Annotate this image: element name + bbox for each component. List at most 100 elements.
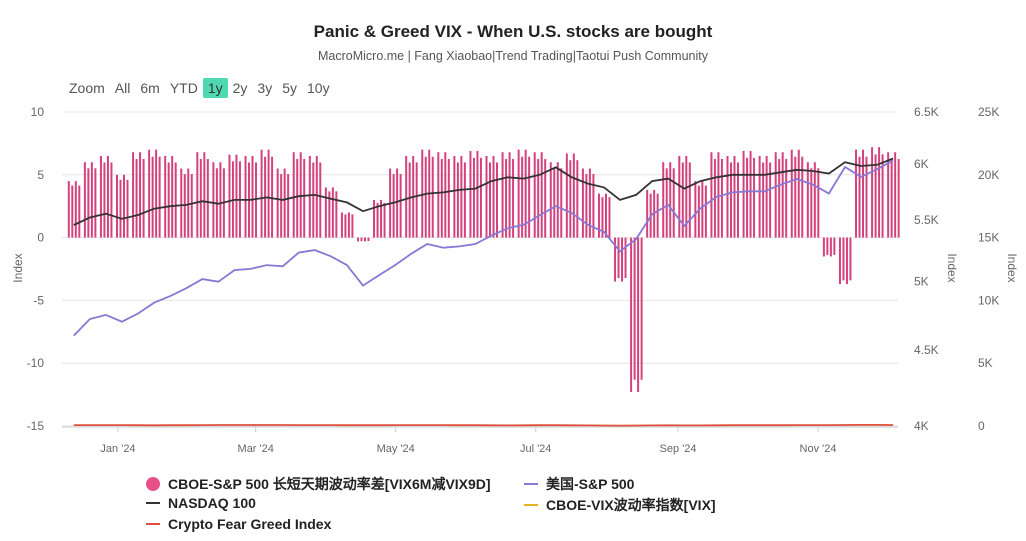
vix-diff-bar (87, 168, 90, 238)
vix-diff-bar (367, 237, 370, 242)
vix-diff-bar (244, 155, 247, 238)
vix-diff-bar (720, 159, 723, 238)
left-tick-label: 10 (31, 105, 45, 119)
vix-diff-bar (287, 174, 290, 238)
vix-diff-bar (235, 154, 238, 238)
vix-diff-bar (685, 155, 688, 238)
vix-diff-bar (556, 162, 559, 238)
vix-diff-bar (897, 159, 900, 238)
vix-diff-bar (110, 162, 113, 238)
vix-diff-bar (560, 168, 563, 238)
vix-diff-bar (608, 197, 611, 238)
vix-diff-bar (363, 237, 366, 242)
vix-diff-bar (746, 157, 749, 238)
line-icon (524, 504, 538, 506)
vix-diff-bar (421, 149, 424, 238)
vix-diff-bar (697, 185, 700, 238)
middle-tick-label: 4.5K (914, 343, 939, 357)
left-tick-label: 0 (37, 231, 44, 245)
vix-diff-bar (604, 193, 607, 238)
vix-diff-bar (512, 159, 515, 238)
vix-diff-bar (83, 162, 86, 238)
vix-diff-bar (637, 237, 640, 393)
vix-diff-bar (865, 156, 868, 238)
vix-diff-bar (540, 152, 543, 238)
range-option-6m[interactable]: 6m (140, 80, 160, 96)
range-option-5y[interactable]: 5y (282, 80, 297, 96)
vix-diff-bar (790, 149, 793, 238)
vix-diff-bar (415, 162, 418, 238)
crypto-fear-greed-line (73, 424, 894, 427)
vix-diff-bar (380, 199, 383, 238)
vix-diff-bar (878, 147, 881, 238)
vix-diff-bar (444, 152, 447, 238)
left-tick-label: -5 (33, 293, 44, 307)
range-option-10y[interactable]: 10y (307, 80, 330, 96)
legend-item-vix[interactable]: CBOE-VIX波动率指数[VIX] (524, 495, 716, 515)
vix-diff-bar (71, 185, 74, 238)
vix-diff-bar (585, 174, 588, 238)
vix-diff-bar (838, 237, 841, 285)
vix-diff-bar (785, 159, 788, 238)
vix-diff-bar (633, 237, 636, 380)
vix-diff-bar (324, 187, 327, 238)
vix-diff-bar (665, 168, 668, 238)
vix-diff-bar (383, 202, 386, 238)
vix-diff-bar (710, 152, 713, 238)
range-option-3y[interactable]: 3y (257, 80, 273, 96)
vix-diff-bar (139, 152, 142, 238)
vix-diff-bar (678, 155, 681, 238)
vix-diff-bar (103, 162, 106, 238)
vix-diff-bar (749, 150, 752, 238)
vix-diff-bar (171, 155, 174, 238)
vix-diff-bar (672, 168, 675, 238)
vix-diff-bar (460, 155, 463, 238)
range-option-YTD[interactable]: YTD (169, 80, 198, 96)
vix-diff-bar (794, 156, 797, 238)
vix-diff-bar (167, 162, 170, 238)
line-icon (146, 523, 160, 525)
vix-diff-bar (733, 155, 736, 238)
vix-diff-bar (373, 199, 376, 238)
vix-diff-bar (778, 159, 781, 238)
nasdaq-line (73, 157, 894, 226)
chart-title: Panic & Greed VIX - When U.S. stocks are… (313, 22, 713, 41)
vix-diff-bar (472, 157, 475, 238)
right-tick-label: 20K (978, 168, 999, 182)
vix-diff-bar (524, 149, 527, 238)
vix-diff-bar (528, 156, 531, 238)
legend-item-sp500[interactable]: 美国-S&P 500 (524, 474, 634, 494)
vix-diff-bar (726, 155, 729, 238)
range-option-2y[interactable]: 2y (232, 80, 248, 96)
vix-diff-bar (116, 174, 118, 238)
vix-diff-bar (351, 214, 354, 238)
circle-icon (146, 477, 160, 491)
range-option-All[interactable]: All (114, 80, 131, 96)
vix-diff-bar (781, 152, 784, 238)
legend-item-vix-diff[interactable]: CBOE-S&P 500 长短天期波动率差[VIX6M减VIX9D] (146, 474, 491, 494)
range-option-1y[interactable]: 1y (202, 78, 228, 98)
vix-diff-bar (572, 153, 575, 238)
vix-diff-bar (251, 155, 254, 238)
left-tick-label: -15 (27, 419, 45, 433)
vix-diff-bar (758, 155, 761, 238)
vix-diff-bar (505, 159, 508, 238)
middle-axis-label: Index (945, 253, 959, 282)
vix-diff-bar (203, 152, 206, 238)
right-tick-label: 15K (978, 231, 999, 245)
vix-diff-bar (717, 152, 720, 238)
left-tick-label: -10 (27, 356, 45, 370)
vix-diff-bar (308, 155, 311, 238)
vix-diff-bar (219, 162, 222, 238)
vix-diff-bar (521, 156, 524, 238)
right-tick-label: 25K (978, 105, 999, 119)
vix-diff-bar (296, 159, 299, 238)
vix-diff-bar (806, 162, 809, 238)
legend-item-crypto[interactable]: Crypto Fear Greed Index (146, 516, 331, 532)
vix-diff-bar (180, 168, 183, 238)
legend-item-nasdaq[interactable]: NASDAQ 100 (146, 495, 256, 511)
vix-diff-bar (99, 155, 102, 238)
middle-tick-label: 6.5K (914, 105, 939, 119)
vix-diff-bar (537, 159, 540, 238)
